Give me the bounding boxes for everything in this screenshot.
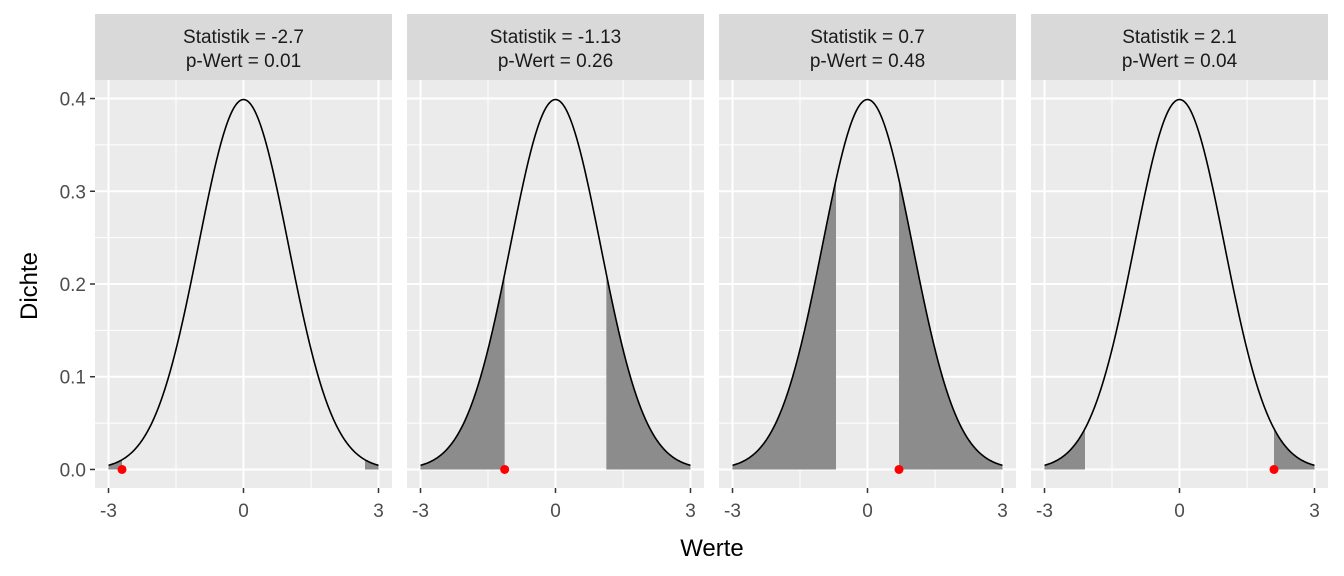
- right-tail-area: [606, 274, 691, 470]
- statistic-point: [117, 464, 127, 474]
- facet-p-value-label: p-Wert = 0.48: [810, 51, 925, 72]
- left-tail-area: [732, 179, 836, 470]
- facet-panel-2: Statistik = -1.13 p-Wert = 0.26: [407, 14, 704, 488]
- y-tick-label: 0.0: [60, 460, 86, 481]
- x-tick-label: -3: [412, 501, 429, 522]
- right-tail-area: [1274, 428, 1315, 470]
- x-tick-label: 0: [550, 501, 561, 522]
- y-tick-label: 0.4: [60, 90, 87, 111]
- right-tail-area: [899, 179, 1003, 470]
- facet-statistic-label: Statistik = 0.7: [810, 27, 925, 48]
- x-tick-label: 3: [685, 501, 696, 522]
- x-tick-label: 3: [373, 501, 384, 522]
- x-tick-label: 0: [862, 501, 873, 522]
- facet-p-value-label: p-Wert = 0.26: [498, 51, 613, 72]
- x-tick-label: 0: [238, 501, 249, 522]
- y-axis: 0.0 0.1 0.2 0.3 0.4: [60, 90, 95, 481]
- facet-panel-1: Statistik = -2.7 p-Wert = 0.01: [95, 14, 392, 488]
- left-tail-area: [1044, 428, 1085, 470]
- x-axes: -3 0 3 -3 0 3 -3 0 3 -3 0 3: [100, 488, 1320, 522]
- facet-p-value-label: p-Wert = 0.01: [186, 51, 301, 72]
- statistic-point: [894, 464, 904, 474]
- x-tick-label: 3: [997, 501, 1008, 522]
- x-tick-label: -3: [724, 501, 741, 522]
- left-tail-area: [420, 274, 505, 470]
- x-tick-label: 0: [1174, 501, 1185, 522]
- x-tick-label: -3: [1036, 501, 1053, 522]
- density-curve: [108, 98, 379, 467]
- facet-strip: [1031, 14, 1328, 80]
- statistic-point: [500, 464, 510, 474]
- facet-statistic-label: Statistik = 2.1: [1122, 27, 1237, 48]
- facet-p-value-label: p-Wert = 0.04: [1122, 51, 1238, 72]
- statistic-point: [1269, 464, 1279, 474]
- density-curve: [420, 98, 691, 467]
- x-tick-label: 3: [1309, 501, 1320, 522]
- y-tick-label: 0.3: [60, 182, 86, 203]
- facet-strip: [719, 14, 1016, 80]
- facet-panel-4: Statistik = 2.1 p-Wert = 0.04: [1031, 14, 1328, 488]
- facet-strip: [95, 14, 392, 80]
- density-curve: [1044, 98, 1315, 467]
- x-axis-title: Werte: [680, 535, 744, 562]
- facet-statistic-label: Statistik = -1.13: [490, 27, 621, 48]
- facet-panel-3: Statistik = 0.7 p-Wert = 0.48: [719, 14, 1016, 488]
- y-axis-title: Dichte: [16, 252, 43, 320]
- density-curve: [732, 98, 1003, 467]
- y-tick-label: 0.2: [60, 275, 86, 296]
- x-tick-label: -3: [100, 501, 117, 522]
- facet-statistic-label: Statistik = -2.7: [183, 27, 304, 48]
- facet-strip: [407, 14, 704, 80]
- y-tick-label: 0.1: [60, 368, 86, 389]
